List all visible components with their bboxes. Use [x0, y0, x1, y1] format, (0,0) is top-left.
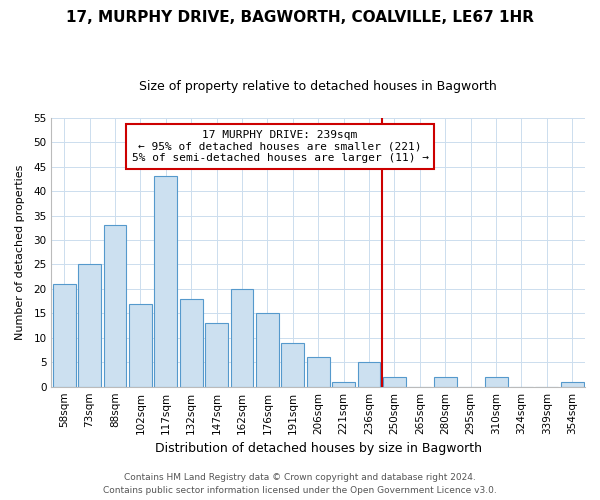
Bar: [53, 284, 76, 386]
Bar: [332, 382, 355, 386]
Bar: [281, 342, 304, 386]
Bar: [205, 323, 228, 386]
X-axis label: Distribution of detached houses by size in Bagworth: Distribution of detached houses by size …: [155, 442, 482, 455]
Bar: [154, 176, 177, 386]
Text: 17, MURPHY DRIVE, BAGWORTH, COALVILLE, LE67 1HR: 17, MURPHY DRIVE, BAGWORTH, COALVILLE, L…: [66, 10, 534, 25]
Text: Contains HM Land Registry data © Crown copyright and database right 2024.
Contai: Contains HM Land Registry data © Crown c…: [103, 474, 497, 495]
Bar: [129, 304, 152, 386]
Bar: [383, 377, 406, 386]
Bar: [434, 377, 457, 386]
Bar: [256, 314, 279, 386]
Bar: [104, 226, 127, 386]
Bar: [230, 289, 253, 386]
Bar: [307, 358, 329, 386]
Bar: [561, 382, 584, 386]
Bar: [78, 264, 101, 386]
Title: Size of property relative to detached houses in Bagworth: Size of property relative to detached ho…: [139, 80, 497, 93]
Bar: [485, 377, 508, 386]
Y-axis label: Number of detached properties: Number of detached properties: [15, 164, 25, 340]
Text: 17 MURPHY DRIVE: 239sqm
← 95% of detached houses are smaller (221)
5% of semi-de: 17 MURPHY DRIVE: 239sqm ← 95% of detache…: [131, 130, 428, 163]
Bar: [180, 298, 203, 386]
Bar: [358, 362, 380, 386]
